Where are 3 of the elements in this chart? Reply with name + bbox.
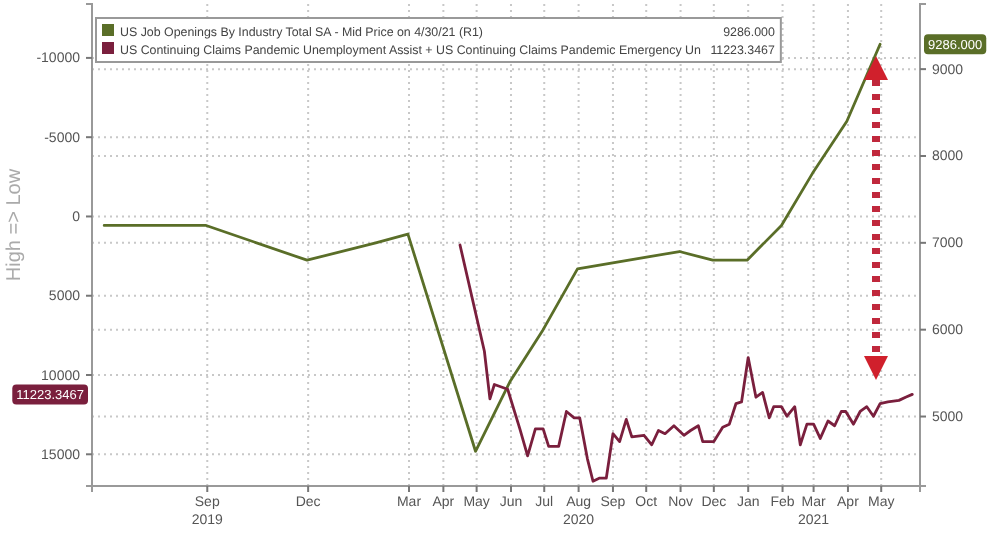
line-series [102, 42, 882, 453]
y-axis-title: High => Low [4, 167, 26, 282]
line-series [458, 243, 914, 483]
